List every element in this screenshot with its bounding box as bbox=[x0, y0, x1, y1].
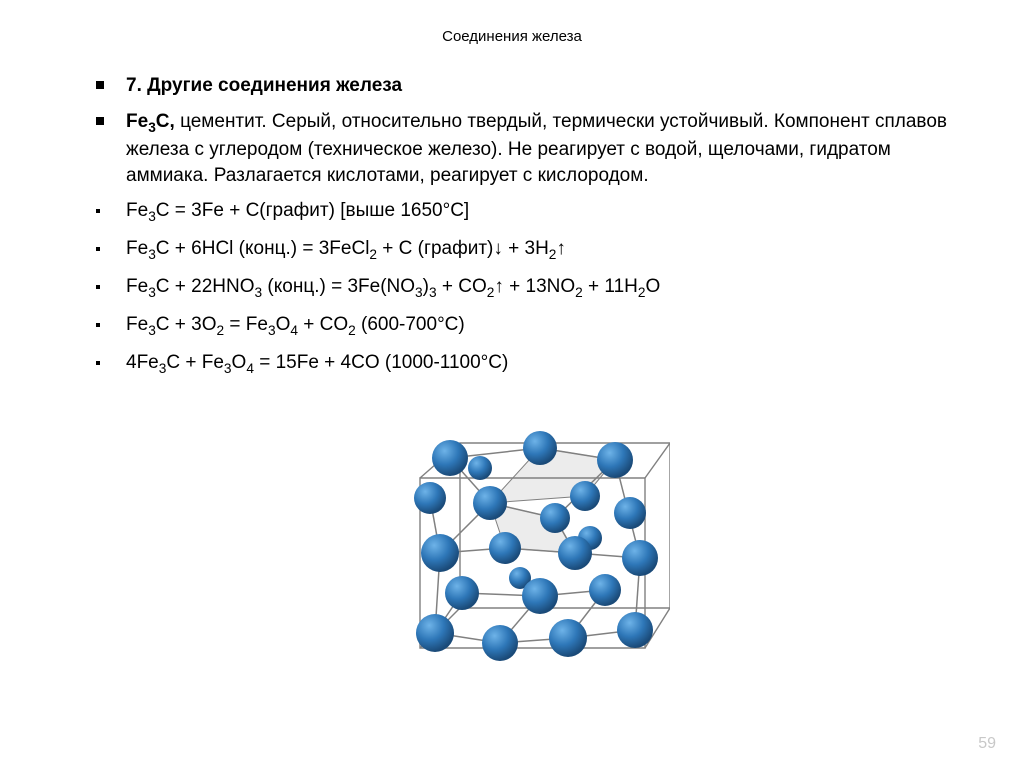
equation-row: Fe3C + 6HCl (конц.) = 3FeCl2 + C (графит… bbox=[96, 236, 964, 264]
formula-prefix: Fe bbox=[126, 111, 148, 132]
equation-text: Fe3C + 6HCl (конц.) = 3FeCl2 + C (графит… bbox=[126, 236, 566, 264]
desc-body: цементит. Серый, относительно твердый, т… bbox=[126, 111, 947, 186]
description-text: Fe3C, цементит. Серый, относительно твер… bbox=[126, 109, 964, 189]
bullet-icon bbox=[96, 247, 100, 251]
description-row: Fe3C, цементит. Серый, относительно твер… bbox=[96, 109, 964, 189]
crystal-diagram-wrap bbox=[96, 398, 964, 678]
heading-text: Другие соединения железа bbox=[147, 75, 402, 96]
content-block: 7. Другие соединения железа Fe3C, цемент… bbox=[60, 73, 964, 678]
page-number: 59 bbox=[978, 735, 996, 753]
crystal-structure-diagram bbox=[390, 398, 670, 678]
equation-row: Fe3C + 22HNO3 (конц.) = 3Fe(NO3)3 + CO2↑… bbox=[96, 274, 964, 302]
equation-row: Fe3C = 3Fe + C(графит) [выше 1650°C] bbox=[96, 198, 964, 226]
formula-sub: 3 bbox=[148, 119, 156, 134]
equation-text: Fe3C + 22HNO3 (конц.) = 3Fe(NO3)3 + CO2↑… bbox=[126, 274, 660, 302]
equation-row: Fe3C + 3O2 = Fe3O4 + CO2 (600-700°C) bbox=[96, 312, 964, 340]
bullet-icon bbox=[96, 81, 104, 89]
bullet-icon bbox=[96, 361, 100, 365]
bullet-icon bbox=[96, 285, 100, 289]
equation-text: 4Fe3C + Fe3O4 = 15Fe + 4CO (1000-1100°C) bbox=[126, 350, 508, 378]
bullet-icon bbox=[96, 209, 100, 213]
bullet-icon bbox=[96, 117, 104, 125]
equation-row: 4Fe3C + Fe3O4 = 15Fe + 4CO (1000-1100°C) bbox=[96, 350, 964, 378]
section-heading: 7. Другие соединения железа bbox=[126, 73, 402, 99]
equation-text: Fe3C = 3Fe + C(графит) [выше 1650°C] bbox=[126, 198, 469, 226]
page-title: Соединения железа bbox=[60, 28, 964, 45]
heading-number: 7. bbox=[126, 75, 142, 96]
heading-row: 7. Другие соединения железа bbox=[96, 73, 964, 99]
formula-suffix: C, bbox=[156, 111, 175, 132]
bullet-icon bbox=[96, 323, 100, 327]
equations-list: Fe3C = 3Fe + C(графит) [выше 1650°C] Fe3C… bbox=[96, 198, 964, 378]
equation-text: Fe3C + 3O2 = Fe3O4 + CO2 (600-700°C) bbox=[126, 312, 465, 340]
